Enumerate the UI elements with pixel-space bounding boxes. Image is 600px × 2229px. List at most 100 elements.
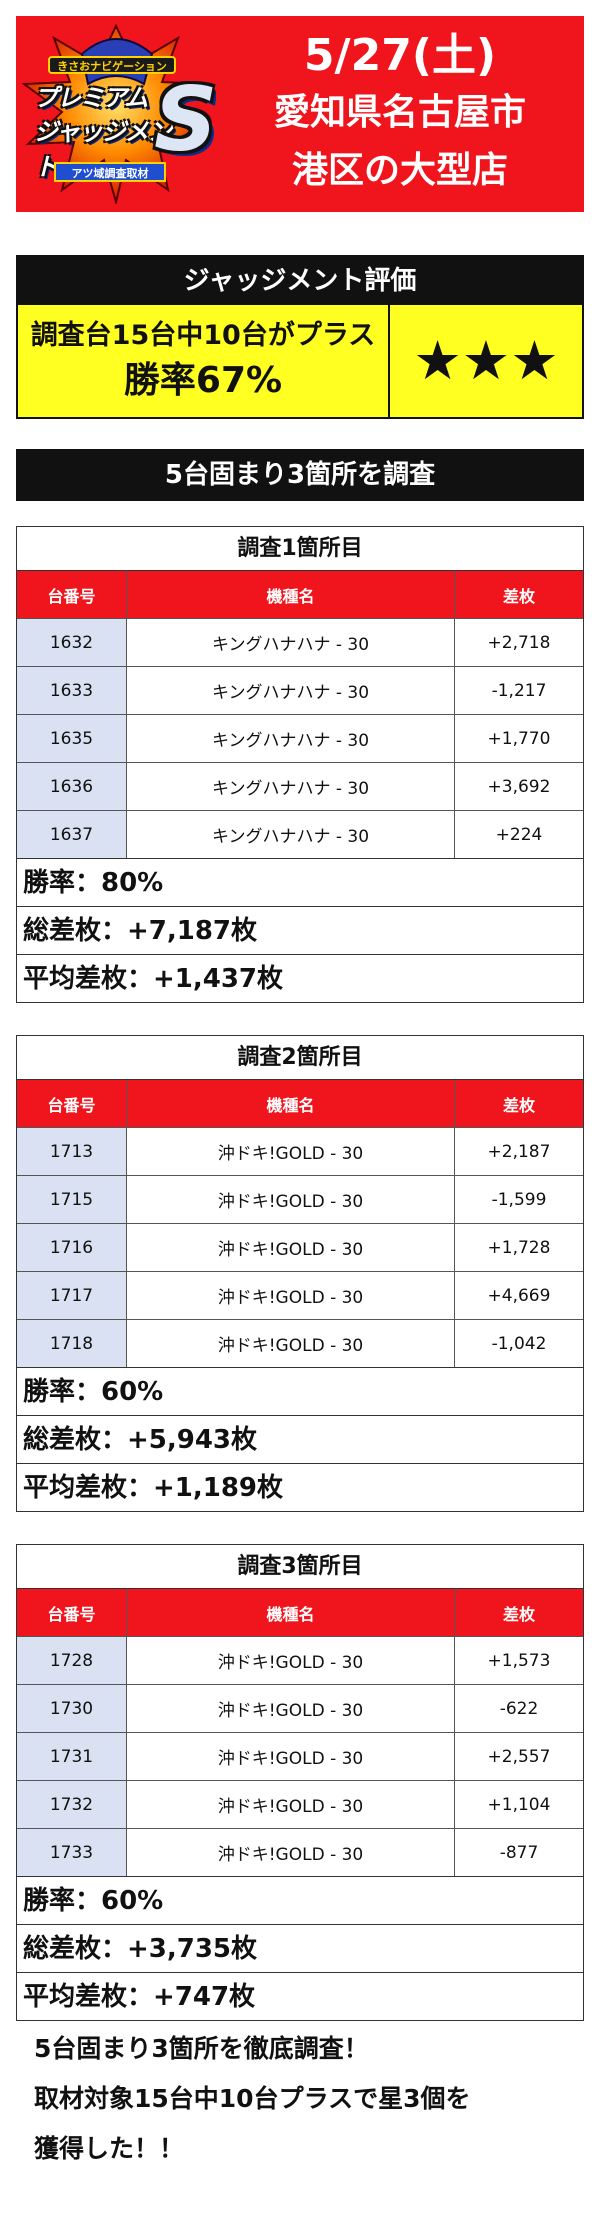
machine-number: 1635 xyxy=(17,715,127,762)
table-row: 1633 キングハナハナ - 30 -1,217 xyxy=(17,666,583,714)
header-difference: 差枚 xyxy=(502,1604,535,1624)
header-machine-name: 機種名 xyxy=(127,1589,455,1636)
coin-difference: -1,042 xyxy=(491,1333,547,1354)
machine-name: キングハナハナ - 30 xyxy=(127,667,455,714)
table-row: 1635 キングハナハナ - 30 +1,770 xyxy=(17,714,583,762)
machine-name: キングハナハナ - 30 xyxy=(127,715,455,762)
header-machine-number: 台番号 xyxy=(17,1080,127,1127)
judgment-body: 調査台15台中10台がプラス 勝率67% ★ ★ ★ xyxy=(18,305,582,417)
total-difference: 総差枚：+5,943枚 xyxy=(17,1415,583,1463)
summary-line: 5台固まり3箇所を徹底調査！ xyxy=(34,2034,369,2063)
header-machine-number: 台番号 xyxy=(17,571,127,618)
summary-line: 取材対象15台中10台プラスで星3個を xyxy=(34,2084,471,2113)
table-row: 1731 沖ドキ!GOLD - 30 +2,557 xyxy=(17,1732,583,1780)
judgment-plus-count: 調査台15台中10台がプラス xyxy=(30,320,376,351)
table-row: 1716 沖ドキ!GOLD - 30 +1,728 xyxy=(17,1223,583,1271)
logo-sub-text: アツ域調査取材 xyxy=(54,162,166,182)
machine-name: キングハナハナ - 30 xyxy=(127,811,455,858)
premium-judgment-logo: きさおナビゲーション プレミアム ジャッジメント S アツ域調査取材 xyxy=(16,16,216,212)
judgment-title: ジャッジメント評価 xyxy=(18,257,582,305)
coin-difference: -622 xyxy=(499,1698,539,1719)
coin-difference: +2,187 xyxy=(487,1141,551,1162)
judgment-summary: 調査台15台中10台がプラス 勝率67% xyxy=(18,305,390,417)
machine-number: 1730 xyxy=(17,1685,127,1732)
judgment-win-rate: 勝率67% xyxy=(123,360,283,401)
machine-name: 沖ドキ!GOLD - 30 xyxy=(127,1224,455,1271)
header-machine-name: 機種名 xyxy=(127,571,455,618)
summary-text: 5台固まり3箇所を徹底調査！ 取材対象15台中10台プラスで星3個を 獲得した！… xyxy=(34,2024,574,2174)
header-difference: 差枚 xyxy=(502,1095,535,1115)
judgment-stars: ★ ★ ★ xyxy=(390,305,582,417)
survey-table-1: 調査1箇所目 台番号 機種名 差枚 1632 キングハナハナ - 30 +2,7… xyxy=(16,526,584,1003)
survey-table-2: 調査2箇所目 台番号 機種名 差枚 1713 沖ドキ!GOLD - 30 +2,… xyxy=(16,1035,584,1512)
coin-difference: -1,217 xyxy=(491,680,547,701)
machine-name: 沖ドキ!GOLD - 30 xyxy=(127,1733,455,1780)
machine-name: 沖ドキ!GOLD - 30 xyxy=(127,1272,455,1319)
header-text: 5/27(土) 愛知県名古屋市 港区の大型店 xyxy=(216,16,584,212)
table-row: 1733 沖ドキ!GOLD - 30 -877 xyxy=(17,1828,583,1876)
machine-number: 1633 xyxy=(17,667,127,714)
table-row: 1636 キングハナハナ - 30 +3,692 xyxy=(17,762,583,810)
star-icon: ★ xyxy=(461,329,511,392)
header-banner: きさおナビゲーション プレミアム ジャッジメント S アツ域調査取材 5/27(… xyxy=(16,16,584,212)
machine-number: 1718 xyxy=(17,1320,127,1367)
table-row: 1715 沖ドキ!GOLD - 30 -1,599 xyxy=(17,1175,583,1223)
star-icon: ★ xyxy=(510,329,559,392)
table-row: 1713 沖ドキ!GOLD - 30 +2,187 xyxy=(17,1127,583,1175)
machine-number: 1733 xyxy=(17,1829,127,1876)
coin-difference: +1,728 xyxy=(487,1237,551,1258)
machine-name: 沖ドキ!GOLD - 30 xyxy=(127,1128,455,1175)
win-rate: 勝率：60% xyxy=(17,1367,583,1415)
survey-title: 調査1箇所目 xyxy=(17,527,583,571)
machine-name: 沖ドキ!GOLD - 30 xyxy=(127,1781,455,1828)
machine-number: 1716 xyxy=(17,1224,127,1271)
table-row: 1717 沖ドキ!GOLD - 30 +4,669 xyxy=(17,1271,583,1319)
machine-number: 1732 xyxy=(17,1781,127,1828)
machine-number: 1713 xyxy=(17,1128,127,1175)
average-difference: 平均差枚：+1,189枚 xyxy=(17,1463,583,1511)
machine-number: 1636 xyxy=(17,763,127,810)
machine-name: 沖ドキ!GOLD - 30 xyxy=(127,1685,455,1732)
machine-number: 1731 xyxy=(17,1733,127,1780)
location-city: 愛知県名古屋市 xyxy=(273,92,526,133)
machine-name: 沖ドキ!GOLD - 30 xyxy=(127,1637,455,1684)
machine-name: 沖ドキ!GOLD - 30 xyxy=(127,1176,455,1223)
survey-title: 調査3箇所目 xyxy=(17,1545,583,1589)
logo-s-letter: S xyxy=(154,68,216,171)
average-difference: 平均差枚：+747枚 xyxy=(17,1972,583,2020)
machine-number: 1632 xyxy=(17,619,127,666)
machine-name: 沖ドキ!GOLD - 30 xyxy=(127,1829,455,1876)
coin-difference: +2,718 xyxy=(487,632,551,653)
table-header: 台番号 機種名 差枚 xyxy=(17,1589,583,1636)
machine-name: 沖ドキ!GOLD - 30 xyxy=(127,1320,455,1367)
machine-number: 1717 xyxy=(17,1272,127,1319)
coin-difference: +1,770 xyxy=(487,728,551,749)
table-row: 1632 キングハナハナ - 30 +2,718 xyxy=(17,618,583,666)
header-difference: 差枚 xyxy=(502,586,535,606)
table-header: 台番号 機種名 差枚 xyxy=(17,571,583,618)
star-icon: ★ xyxy=(413,329,462,392)
header-machine-name: 機種名 xyxy=(127,1080,455,1127)
coin-difference: +2,557 xyxy=(487,1746,551,1767)
machine-name: キングハナハナ - 30 xyxy=(127,619,455,666)
coin-difference: +3,692 xyxy=(487,776,551,797)
win-rate: 勝率：80% xyxy=(17,858,583,906)
average-difference: 平均差枚：+1,437枚 xyxy=(17,954,583,1002)
table-header: 台番号 機種名 差枚 xyxy=(17,1080,583,1127)
table-row: 1718 沖ドキ!GOLD - 30 -1,042 xyxy=(17,1319,583,1367)
location-store: 港区の大型店 xyxy=(291,150,508,191)
machine-name: キングハナハナ - 30 xyxy=(127,763,455,810)
machine-number: 1715 xyxy=(17,1176,127,1223)
logo-line-premium: プレミアム xyxy=(34,84,148,112)
coin-difference: -1,599 xyxy=(491,1189,547,1210)
win-rate: 勝率：60% xyxy=(17,1876,583,1924)
table-row: 1732 沖ドキ!GOLD - 30 +1,104 xyxy=(17,1780,583,1828)
total-difference: 総差枚：+7,187枚 xyxy=(17,906,583,954)
coin-difference: +4,669 xyxy=(487,1285,551,1306)
coin-difference: +1,104 xyxy=(487,1794,551,1815)
machine-number: 1637 xyxy=(17,811,127,858)
header-machine-number: 台番号 xyxy=(17,1589,127,1636)
table-row: 1730 沖ドキ!GOLD - 30 -622 xyxy=(17,1684,583,1732)
table-row: 1728 沖ドキ!GOLD - 30 +1,573 xyxy=(17,1636,583,1684)
section-title: 5台固まり3箇所を調査 xyxy=(16,449,584,501)
